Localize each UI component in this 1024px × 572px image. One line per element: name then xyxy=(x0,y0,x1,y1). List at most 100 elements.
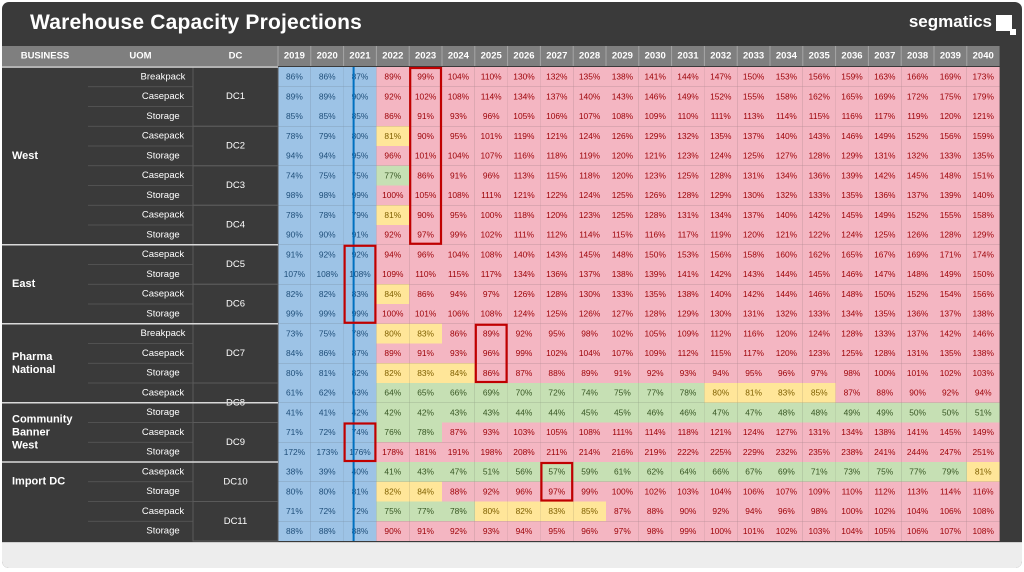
heat-cell xyxy=(704,165,738,186)
heat-cell-value: 65% xyxy=(417,388,434,398)
heat-cell xyxy=(966,501,1000,522)
heat-cell xyxy=(606,165,639,186)
heat-cell xyxy=(278,244,311,265)
heat-cell xyxy=(835,165,869,186)
row-uom-label: Storage xyxy=(146,150,179,161)
heat-cell xyxy=(343,67,377,87)
heat-cell xyxy=(901,481,934,502)
heat-cell-value: 45% xyxy=(581,407,598,417)
heat-cell xyxy=(966,86,1000,107)
heat-cell xyxy=(606,501,639,522)
heat-cell xyxy=(638,126,672,146)
heat-cell xyxy=(343,481,377,502)
heat-cell xyxy=(934,481,967,502)
heat-cell xyxy=(901,284,934,304)
heat-cell xyxy=(638,442,672,462)
heat-cell xyxy=(376,304,410,324)
heat-cell-value: 107% xyxy=(776,486,798,496)
heat-cell-value: 158% xyxy=(972,210,994,220)
heat-cell xyxy=(638,304,672,324)
heat-cell-value: 71% xyxy=(811,467,828,477)
heat-cell-value: 46% xyxy=(647,407,664,417)
heat-cell-value: 95% xyxy=(548,526,565,536)
heat-cell-value: 75% xyxy=(352,170,369,180)
heat-cell xyxy=(376,264,410,285)
heat-cell xyxy=(704,402,738,423)
heat-cell xyxy=(770,126,803,146)
heat-cell-value: 112% xyxy=(678,348,699,358)
heat-cell xyxy=(442,284,475,304)
heat-cell-value: 142% xyxy=(710,269,732,279)
heat-cell-value: 62% xyxy=(647,467,664,477)
heat-cell xyxy=(934,86,967,107)
heat-cell-value: 137% xyxy=(546,91,568,101)
heat-cell-value: 159% xyxy=(972,131,994,141)
heat-cell xyxy=(474,402,508,423)
heat-cell xyxy=(770,323,803,344)
heat-cell-value: 111% xyxy=(481,190,502,200)
heat-cell xyxy=(704,442,738,462)
heat-cell xyxy=(507,481,541,502)
heat-cell-value: 151% xyxy=(972,170,994,180)
heat-cell xyxy=(737,126,770,146)
heat-cell xyxy=(343,205,377,225)
heat-cell xyxy=(737,304,770,324)
heat-cell xyxy=(606,264,639,285)
heat-cell xyxy=(442,106,475,127)
heat-cell xyxy=(704,185,738,206)
heat-cell xyxy=(278,481,311,502)
heat-cell-value: 47% xyxy=(450,467,467,477)
heat-cell-value: 124% xyxy=(743,427,765,437)
heat-cell-value: 104% xyxy=(448,151,470,161)
business-label-pharma-national: Pharma National xyxy=(12,351,55,376)
heat-cell-value: 150% xyxy=(972,269,994,279)
heat-cell-value: 131% xyxy=(743,309,765,319)
heat-cell-value: 102% xyxy=(415,91,437,101)
heat-cell xyxy=(966,264,1000,285)
header-year-2026: 2026 xyxy=(513,51,534,62)
heat-cell xyxy=(376,323,410,344)
heat-cell-value: 99% xyxy=(286,309,303,319)
heat-cell xyxy=(966,185,1000,206)
heat-cell-value: 143% xyxy=(612,91,634,101)
heat-cell-value: 107% xyxy=(284,269,306,279)
heat-cell xyxy=(442,383,475,403)
heat-cell-value: 115% xyxy=(710,348,731,358)
heat-cell-value: 134% xyxy=(776,170,798,180)
heat-cell-value: 50% xyxy=(909,407,926,417)
heat-cell-value: 131% xyxy=(907,348,929,358)
heat-cell-value: 92% xyxy=(352,249,369,259)
heat-cell-value: 91% xyxy=(450,170,467,180)
heat-cell-value: 138% xyxy=(612,72,634,82)
heat-cell-value: 238% xyxy=(841,447,863,457)
heat-cell xyxy=(540,323,574,344)
heat-cell xyxy=(901,343,934,364)
heat-cell xyxy=(278,343,311,364)
heat-cell xyxy=(278,363,311,383)
heat-cell xyxy=(474,225,508,245)
heat-cell-value: 232% xyxy=(776,447,798,457)
heat-cell-value: 74% xyxy=(352,427,369,437)
heat-cell xyxy=(671,106,705,127)
heat-cell xyxy=(868,501,902,522)
heat-cell-value: 135% xyxy=(579,72,601,82)
row-uom-label: Storage xyxy=(146,486,179,497)
heat-cell-value: 87% xyxy=(450,427,467,437)
heat-cell-value: 99% xyxy=(680,526,697,536)
highlight-box xyxy=(540,461,574,502)
heat-cell-value: 116% xyxy=(514,151,535,161)
heat-cell-value: 118% xyxy=(678,427,699,437)
heat-cell xyxy=(540,442,574,462)
heat-cell-value: 133% xyxy=(874,328,896,338)
heat-cell xyxy=(278,264,311,285)
heat-cell xyxy=(310,501,344,522)
heat-cell-value: 105% xyxy=(644,328,666,338)
heat-cell xyxy=(671,501,705,522)
heat-cell-value: 117% xyxy=(481,269,502,279)
heat-cell-value: 117% xyxy=(743,348,764,358)
heat-cell xyxy=(802,363,836,383)
heat-cell-value: 78% xyxy=(417,427,434,437)
heat-cell xyxy=(802,146,836,166)
heat-cell xyxy=(802,67,836,87)
heat-cell xyxy=(934,205,967,225)
